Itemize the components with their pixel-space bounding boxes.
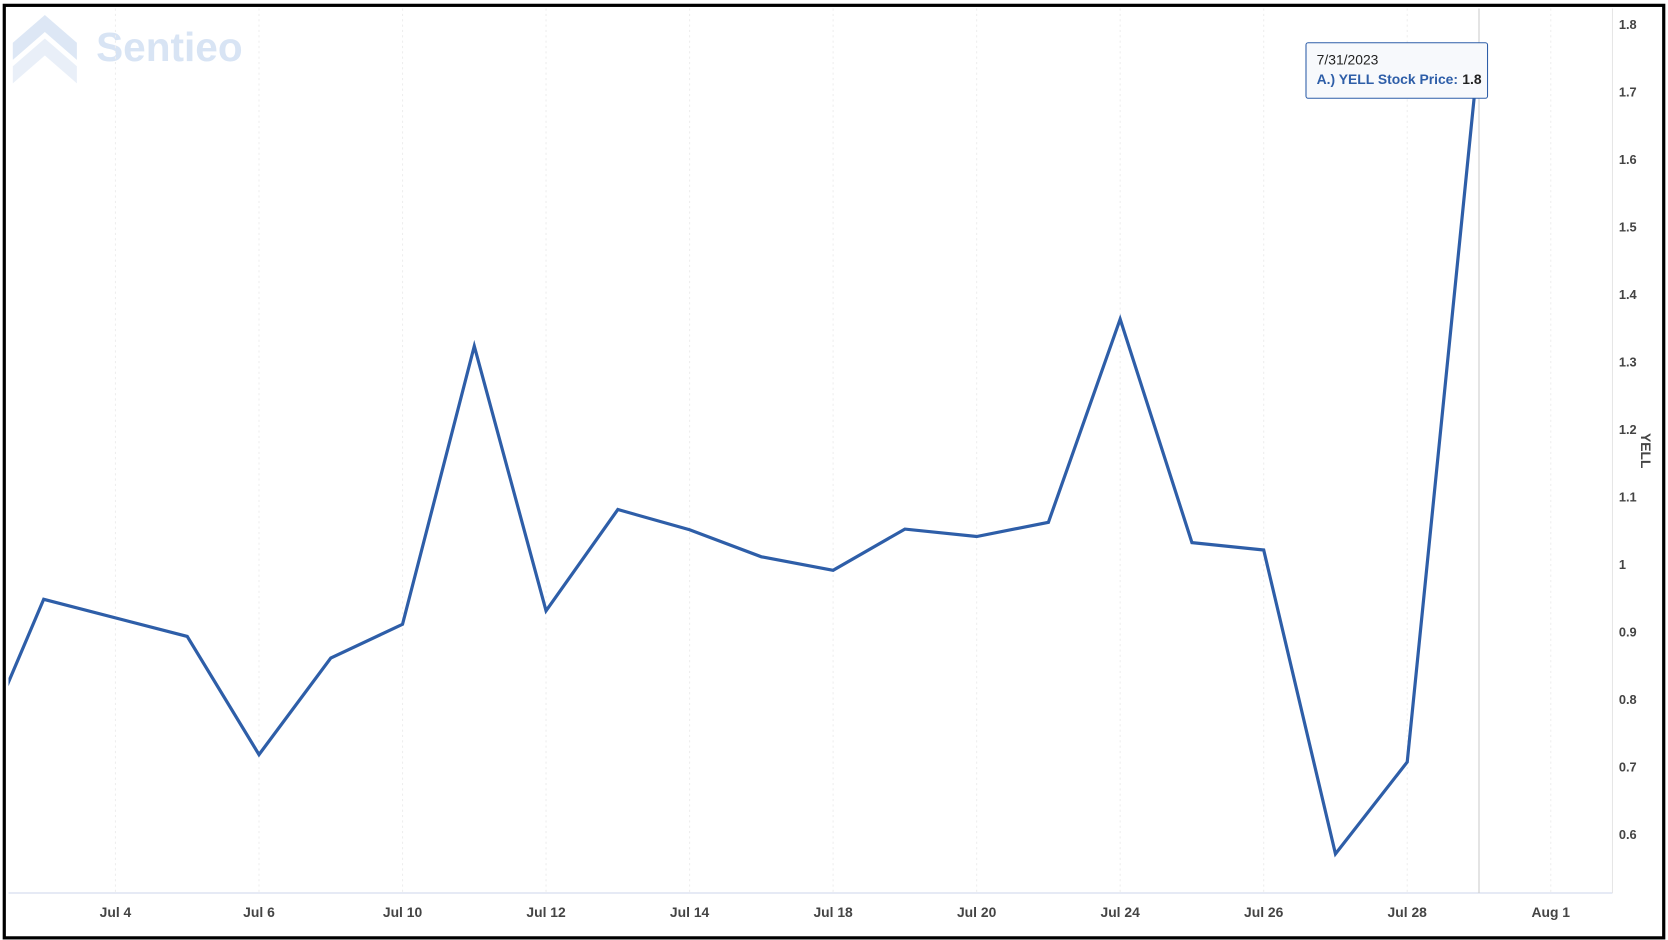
watermark: Sentieo: [96, 24, 243, 70]
x-tick-label: Jul 28: [1388, 904, 1428, 920]
y-axis-title: YELL: [1638, 433, 1654, 469]
x-tick-label: Jul 20: [957, 904, 997, 920]
line-series: [8, 49, 1481, 858]
tooltip-date: 7/31/2023: [1317, 52, 1379, 68]
y-tick-label: 0.9: [1619, 624, 1637, 639]
y-tick-label: 0.6: [1619, 827, 1637, 842]
tooltip-series: A.) YELL Stock Price: 1.8: [1317, 71, 1482, 87]
frame: [2, 3, 1666, 940]
y-tick-label: 1.3: [1619, 354, 1637, 369]
x-tick-label: Aug 1: [1531, 904, 1570, 920]
logo: [12, 14, 77, 84]
y-tick-label: 1.7: [1619, 84, 1637, 99]
y-tick-label: 0.7: [1619, 759, 1637, 774]
x-tick-label: Jul 6: [243, 904, 275, 920]
y-tick-label: 1.5: [1619, 219, 1637, 234]
y-tick-label: 1.1: [1619, 489, 1637, 504]
y-tick-label: 1.2: [1619, 422, 1637, 437]
tooltip-box: [1305, 42, 1489, 99]
x-tick-label: Jul 4: [100, 904, 132, 920]
x-tick-label: Jul 14: [670, 904, 710, 920]
y-tick-label: 0.8: [1619, 692, 1637, 707]
plot-area: [8, 49, 1481, 858]
y-tick-label: 1.4: [1619, 287, 1638, 302]
y-tick-label: 1.8: [1619, 17, 1637, 32]
x-tick-label: Jul 24: [1101, 904, 1141, 920]
x-tick-label: Jul 10: [383, 904, 423, 920]
y-tick-label: 1: [1619, 557, 1626, 572]
x-tick-label: Jul 12: [526, 904, 566, 920]
y-tick-label: 1.6: [1619, 152, 1637, 167]
tooltip-series-name: A.) YELL Stock Price:: [1317, 71, 1458, 87]
x-tick-label: Jul 18: [813, 904, 853, 920]
x-tick-label: Jul 26: [1244, 904, 1284, 920]
tooltip-value: 1.8: [1462, 71, 1482, 87]
